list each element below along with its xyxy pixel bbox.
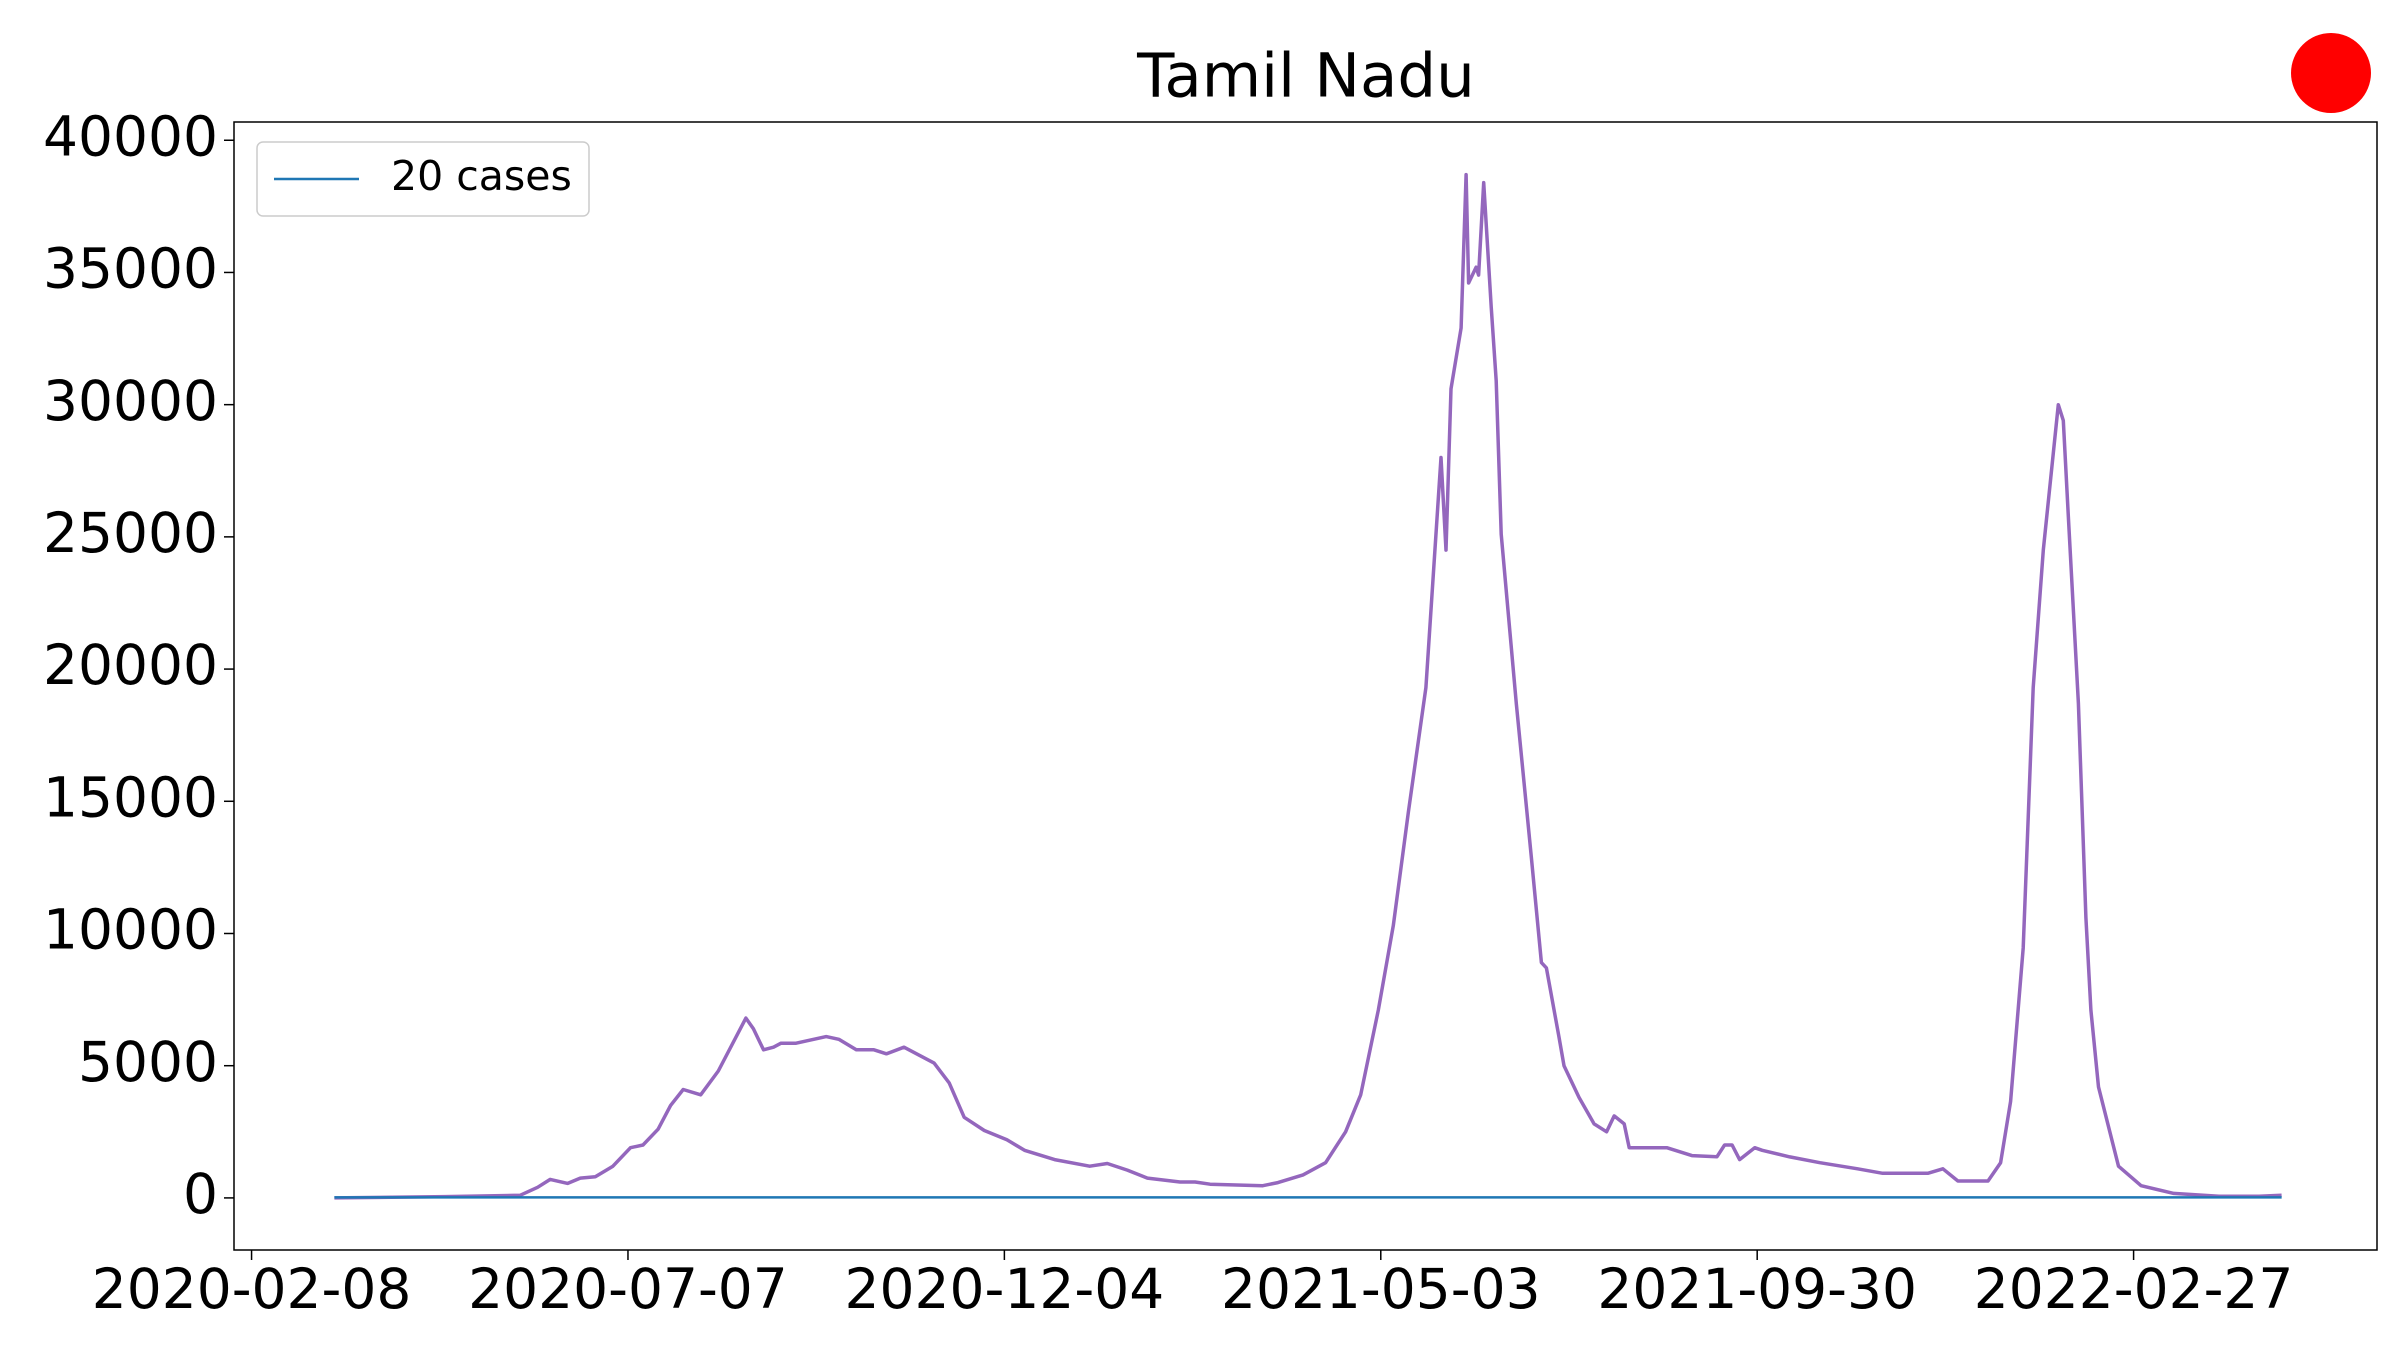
legend-box — [256, 141, 590, 217]
status-dot — [2291, 33, 2371, 113]
y-tick-label: 15000 — [43, 765, 218, 829]
data-line — [334, 172, 2282, 1200]
y-tick-label: 35000 — [43, 237, 218, 301]
y-tick-label: 0 — [183, 1162, 218, 1226]
x-tick-label: 2020-12-04 — [845, 1257, 1165, 1321]
x-tick-label: 2020-07-07 — [468, 1257, 788, 1321]
y-tick-label: 40000 — [43, 104, 218, 168]
x-tick-label: 2021-05-03 — [1221, 1257, 1541, 1321]
y-tick-label: 30000 — [43, 369, 218, 433]
y-tick-label: 25000 — [43, 501, 218, 565]
y-tick-label: 5000 — [78, 1030, 218, 1094]
x-tick-label: 2022-02-27 — [1974, 1257, 2294, 1321]
legend-label: 20 cases — [391, 152, 572, 200]
plot-frame — [233, 121, 2378, 1251]
x-tick-label: 2020-02-08 — [92, 1257, 412, 1321]
x-tick-label: 2021-09-30 — [1597, 1257, 1917, 1321]
chart-title: Tamil Nadu — [1136, 41, 1475, 112]
y-tick-label: 10000 — [43, 898, 218, 962]
y-tick-label: 20000 — [43, 633, 218, 697]
